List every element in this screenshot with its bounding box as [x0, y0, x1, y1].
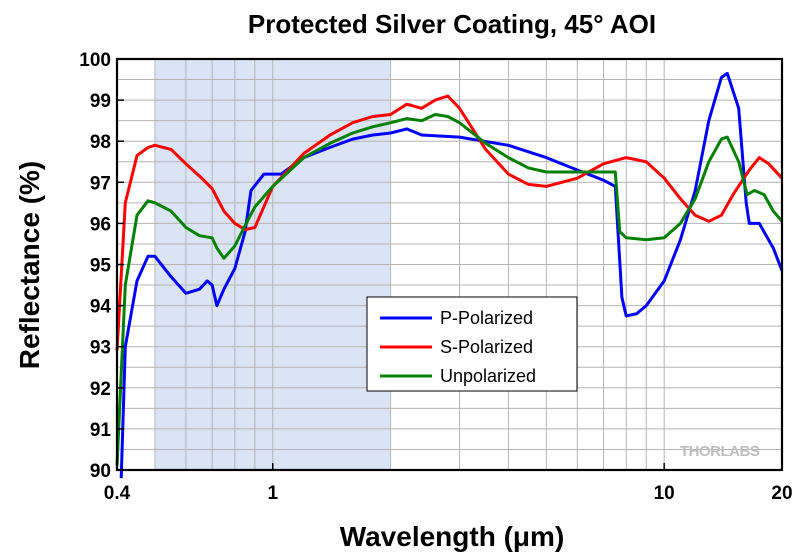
y-tick-label: 97 — [90, 173, 111, 194]
legend: P-Polarized S-Polarized Unpolarized — [366, 296, 578, 392]
legend-label: P-Polarized — [440, 308, 533, 328]
x-tick-label: 0.4 — [104, 483, 131, 504]
tick-layer: 90 91 92 93 94 95 96 97 98 99 100 0.4 1 10 20 — [79, 50, 792, 504]
legend-label: Unpolarized — [440, 366, 536, 386]
series-layer — [115, 71, 784, 479]
legend-entries: P-Polarized S-Polarized Unpolarized — [380, 308, 536, 386]
y-tick-label: 96 — [90, 214, 111, 235]
y-tick-label: 94 — [90, 297, 112, 318]
chart-title: Protected Silver Coating, 45° AOI — [248, 9, 656, 39]
y-tick-label: 95 — [90, 256, 112, 277]
legend-label: S-Polarized — [440, 337, 533, 357]
y-axis-label: Reflectance (%) — [14, 161, 45, 370]
y-tick-label: 98 — [90, 132, 111, 153]
x-tick-label: 10 — [654, 483, 675, 504]
y-tick-label: 100 — [79, 50, 111, 71]
x-axis-label: Wavelength (μm) — [340, 521, 565, 552]
series-line-s-polarized — [115, 94, 784, 351]
grid-layer — [117, 59, 782, 470]
series-line-unpolarized — [115, 113, 784, 466]
x-tick-label: 1 — [267, 483, 278, 504]
series-line-p-polarized — [119, 71, 784, 479]
y-tick-label: 90 — [90, 461, 111, 482]
y-tick-label: 99 — [90, 91, 111, 112]
y-tick-label: 92 — [90, 379, 111, 400]
y-tick-label: 91 — [90, 420, 112, 441]
x-tick-label: 20 — [771, 483, 792, 504]
thorlabs-watermark: THORLABS — [680, 443, 760, 460]
y-tick-label: 93 — [90, 338, 111, 359]
